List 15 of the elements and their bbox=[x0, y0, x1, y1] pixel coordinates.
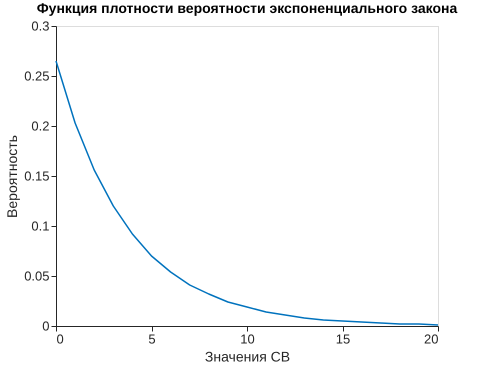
x-tick-label: 10 bbox=[240, 332, 255, 346]
x-tick-label: 20 bbox=[424, 332, 438, 346]
y-tick-label: 0 bbox=[42, 318, 50, 334]
y-tick-label: 0.25 bbox=[24, 68, 50, 84]
y-tick-label: 0.2 bbox=[31, 118, 50, 134]
chart-title: Функция плотности вероятности экспоненциального закона bbox=[36, 0, 458, 16]
x-axis-title: Значения СВ bbox=[204, 348, 290, 364]
y-tick-label: 0.05 bbox=[24, 268, 50, 284]
x-tick-label: 15 bbox=[336, 332, 350, 346]
x-tick-label: 0 bbox=[56, 332, 64, 346]
y-axis-title: Вероятность bbox=[4, 135, 20, 218]
y-tick-label: 0.15 bbox=[24, 168, 50, 184]
x-tick-label: 5 bbox=[148, 332, 156, 346]
y-tick-label: 0.1 bbox=[31, 218, 50, 234]
y-tick-label: 0.3 bbox=[31, 18, 50, 34]
